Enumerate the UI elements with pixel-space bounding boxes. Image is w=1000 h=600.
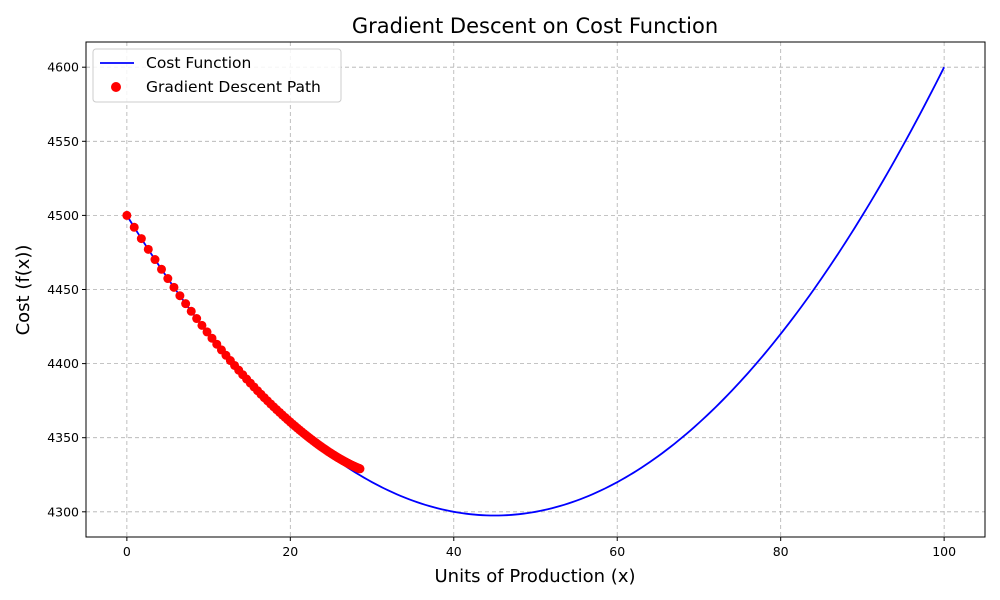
gradient-descent-path-series — [122, 210, 365, 474]
legend-swatch-gradient-descent-path — [111, 82, 121, 92]
gradient-descent-point — [181, 299, 191, 309]
legend: Cost Function Gradient Descent Path — [92, 48, 342, 103]
gradient-descent-point — [192, 314, 202, 324]
x-tick-label: 100 — [932, 544, 956, 559]
y-tick-label: 4350 — [47, 430, 79, 445]
x-tick-label: 40 — [446, 544, 462, 559]
gradient-descent-point — [122, 210, 132, 220]
gradient-descent-point — [207, 333, 217, 343]
y-tick-label: 4550 — [47, 134, 79, 149]
x-tick-label: 80 — [773, 544, 789, 559]
gradient-descent-point — [157, 264, 166, 274]
gradient-descent-point — [136, 234, 146, 244]
legend-label-gradient-descent-path: Gradient Descent Path — [146, 78, 321, 96]
x-axis-title: Units of Production (x) — [435, 566, 636, 587]
gradient-descent-point — [197, 320, 207, 330]
gradient-descent-point — [163, 274, 173, 284]
y-axis: 4300 4350 4400 4450 4500 4550 4600 — [47, 60, 86, 519]
gradient-descent-point — [129, 222, 139, 232]
y-tick-label: 4450 — [47, 282, 79, 297]
legend-label-cost-function: Cost Function — [146, 54, 251, 72]
y-tick-label: 4500 — [47, 208, 79, 223]
x-tick-label: 0 — [123, 544, 131, 559]
gradient-descent-point — [202, 327, 212, 337]
gradient-descent-point — [175, 291, 185, 301]
y-axis-title: Cost (f(x)) — [13, 245, 34, 336]
gradient-descent-point — [143, 244, 153, 254]
gradient-descent-point — [169, 282, 179, 292]
chart-title: Gradient Descent on Cost Function — [352, 14, 718, 38]
gradient-descent-point — [186, 306, 196, 316]
gradient-descent-point — [150, 255, 160, 265]
y-tick-label: 4300 — [47, 504, 79, 519]
x-tick-label: 60 — [609, 544, 625, 559]
x-tick-label: 20 — [282, 544, 298, 559]
y-tick-label: 4600 — [47, 60, 79, 75]
legend-box — [92, 48, 342, 103]
gradient-descent-point — [355, 464, 365, 474]
x-axis: 0 20 40 60 80 100 — [123, 537, 956, 559]
y-tick-label: 4400 — [47, 356, 79, 371]
